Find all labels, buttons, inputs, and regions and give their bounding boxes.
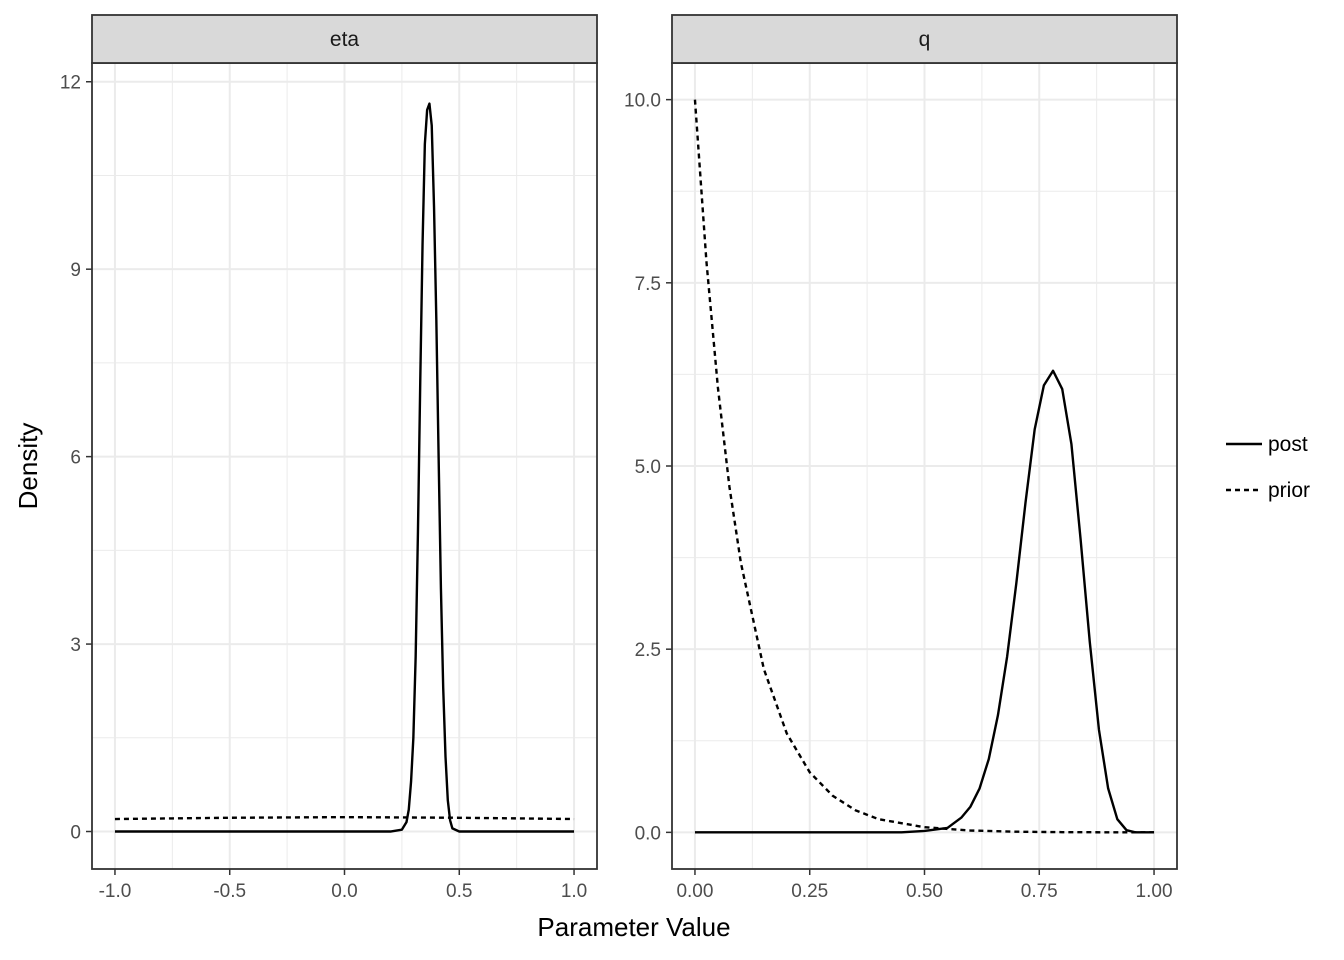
grid-eta: [92, 63, 597, 869]
y-axis-title: Density: [13, 423, 43, 510]
x-tick-label: 0.0: [331, 881, 357, 902]
legend-label-post: post: [1268, 433, 1308, 456]
x-tick-label: -0.5: [213, 881, 246, 902]
strip-q: [671, 14, 1178, 64]
strip-label-q: q: [919, 28, 931, 51]
y-tick-label: 0.0: [635, 823, 661, 844]
x-tick-label: -1.0: [99, 881, 132, 902]
grid-q: [672, 63, 1177, 869]
x-tick-label: 0.50: [906, 881, 943, 902]
y-tick-label: 0: [70, 823, 81, 844]
series-q: [693, 99, 1155, 834]
x-tick-label: 1.00: [1136, 881, 1173, 902]
series-eta: [114, 102, 575, 833]
panel-eta: eta -1.0 -0.5 0.0 0.5 1.0 0 3 6 9 12: [60, 14, 598, 902]
y-tick-label: 12: [60, 73, 81, 94]
x-axis-title: Parameter Value: [537, 912, 730, 942]
y-tick-label: 10.0: [624, 91, 661, 112]
x-tick-label: 0.5: [446, 881, 472, 902]
x-tick-label: 0.00: [676, 881, 713, 902]
y-tick-label: 5.0: [635, 457, 661, 478]
series-line-prior-eta: [114, 815, 575, 821]
x-tick-label: 1.0: [561, 881, 587, 902]
y-tick-label: 7.5: [635, 274, 661, 295]
y-tick-label: 6: [70, 448, 81, 469]
legend-label-prior: prior: [1268, 479, 1310, 502]
y-tick-label: 2.5: [635, 640, 661, 661]
y-tick-label: 3: [70, 635, 81, 656]
axes-eta: -1.0 -0.5 0.0 0.5 1.0 0 3 6 9 12: [60, 73, 587, 902]
x-tick-label: 0.75: [1021, 881, 1058, 902]
legend: post prior: [1226, 433, 1310, 502]
strip-label-eta: eta: [330, 28, 360, 51]
strip-eta: [91, 14, 598, 64]
x-tick-label: 0.25: [791, 881, 828, 902]
series-line-post-q: [694, 369, 1155, 834]
series-line-prior-q: [693, 99, 1155, 834]
y-tick-label: 9: [70, 260, 81, 281]
panel-q: q 0.00 0.25 0.50 0.75 1.00 0.0 2.5 5.0 7.5 10.0: [624, 14, 1178, 902]
axes-q: 0.00 0.25 0.50 0.75 1.00 0.0 2.5 5.0 7.5 10.0: [624, 91, 1173, 902]
series-line-post-eta: [114, 102, 575, 833]
